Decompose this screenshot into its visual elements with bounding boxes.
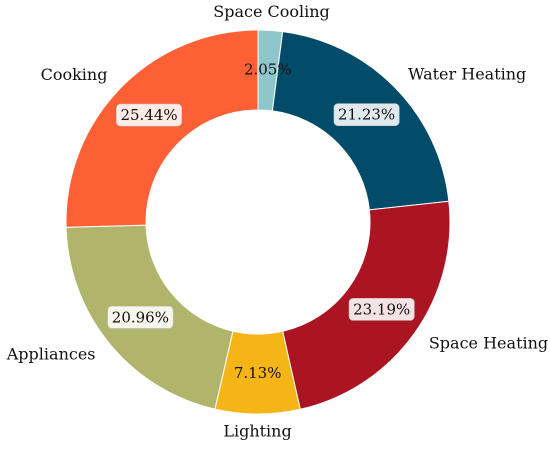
- pct-label-cooking: 25.44%: [116, 103, 182, 127]
- category-label-water-heating: Water Heating: [408, 65, 526, 84]
- pct-box-cooking: [116, 103, 182, 127]
- category-label-space-cooling: Space Cooling: [213, 2, 330, 21]
- pct-text-space-heating: 23.19%: [353, 300, 410, 318]
- slices-group: [65, 29, 451, 415]
- category-label-lighting: Lighting: [223, 421, 291, 440]
- category-label-appliances: Appliances: [6, 345, 96, 364]
- pct-label-water-heating: 21.23%: [333, 103, 400, 126]
- pct-text-water-heating: 21.23%: [338, 106, 395, 124]
- pct-text-lighting: 7.13%: [234, 364, 282, 382]
- pct-text-cooking: 25.44%: [120, 106, 177, 124]
- labels-group: Space Cooling 2.05% Water Heating 21.23% Spa…: [6, 2, 548, 441]
- category-label-space-heating: Space Heating: [429, 334, 548, 353]
- pct-box-space-heating: [348, 298, 415, 321]
- pct-label-space-heating: 23.19%: [348, 298, 415, 321]
- pct-box-water-heating: [333, 103, 400, 126]
- pct-label-space-cooling: 2.05%: [244, 60, 292, 78]
- category-label-cooking: Cooking: [41, 65, 108, 84]
- pct-label-lighting: 7.13%: [234, 364, 282, 382]
- pct-text-appliances: 20.96%: [112, 308, 169, 326]
- pct-text-space-cooling: 2.05%: [244, 60, 292, 78]
- pct-label-appliances: 20.96%: [107, 305, 174, 329]
- pct-box-appliances: [107, 305, 174, 329]
- slice-cooking: [65, 29, 259, 228]
